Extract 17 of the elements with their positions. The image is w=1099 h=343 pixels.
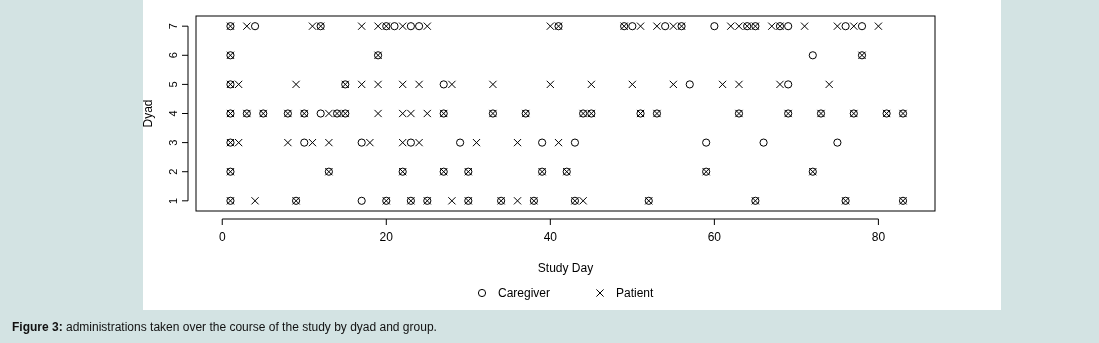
caption: Figure 3: administrations taken over the course of the study by dyad and group. — [12, 320, 437, 334]
y-tick-label: 6 — [167, 52, 179, 59]
y-tick-label: 3 — [167, 139, 179, 146]
y-tick-label: 4 — [167, 110, 179, 117]
y-axis-title: Dyad — [141, 99, 155, 128]
legend-label: Caregiver — [498, 286, 551, 300]
y-tick-label: 7 — [167, 23, 179, 30]
x-tick-label: 80 — [871, 230, 886, 244]
y-tick-label: 5 — [167, 81, 179, 88]
x-tick-label: 0 — [218, 230, 226, 244]
x-tick-label: 60 — [707, 230, 722, 244]
y-tick-label: 1 — [167, 197, 179, 204]
x-tick-label: 20 — [379, 230, 394, 244]
legend-label: Patient — [616, 286, 655, 300]
x-axis-title: Study Day — [537, 261, 594, 275]
x-tick-label: 40 — [543, 230, 558, 244]
y-tick-label: 2 — [167, 168, 179, 175]
